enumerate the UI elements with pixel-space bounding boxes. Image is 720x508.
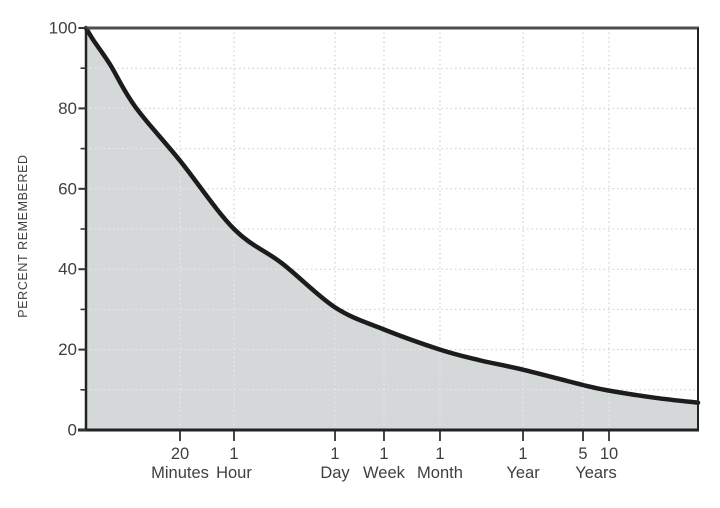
x-tick-unit-label: Day: [320, 464, 350, 482]
x-tick-unit-label: Minutes: [151, 464, 209, 482]
x-tick-unit-label: Month: [417, 464, 463, 482]
forgetting-curve-line: [83, 25, 701, 405]
x-tick-value-label: 1: [229, 445, 238, 463]
curve-layer: [83, 25, 701, 405]
y-axis-title: PERCENT REMEMBERED: [16, 154, 30, 317]
plot-border: [78, 26, 699, 432]
x-tick-unit-label: Year: [506, 464, 540, 482]
y-tick-label: 60: [58, 179, 77, 198]
y-tick-label: 40: [58, 260, 77, 279]
axis-label-layer: 0 20 40 60 80 100 20 1 1 1 1 1 5 10 Minutes Hour Day Week…: [49, 19, 619, 483]
x-tick-value-label: 20: [171, 445, 189, 463]
x-tick-unit-label: Week: [363, 464, 406, 482]
x-tick-value-label: 1: [435, 445, 444, 463]
y-tick-label: 0: [68, 421, 77, 440]
y-tick-label: 20: [58, 340, 77, 359]
x-tick-value-label: 1: [330, 445, 339, 463]
tick-layer: [78, 27, 610, 441]
y-tick-label: 100: [49, 19, 77, 38]
y-tick-label: 80: [58, 99, 77, 118]
x-tick-value-label: 10: [600, 445, 618, 463]
area-fill-layer: [86, 28, 698, 430]
x-tick-unit-label: Hour: [216, 464, 252, 482]
shaded-area-under-curve: [86, 28, 698, 430]
x-tick-value-label: 5: [578, 445, 587, 463]
x-tick-value-label: 1: [379, 445, 388, 463]
x-tick-value-label: 1: [518, 445, 527, 463]
x-tick-unit-label: Years: [575, 464, 617, 482]
